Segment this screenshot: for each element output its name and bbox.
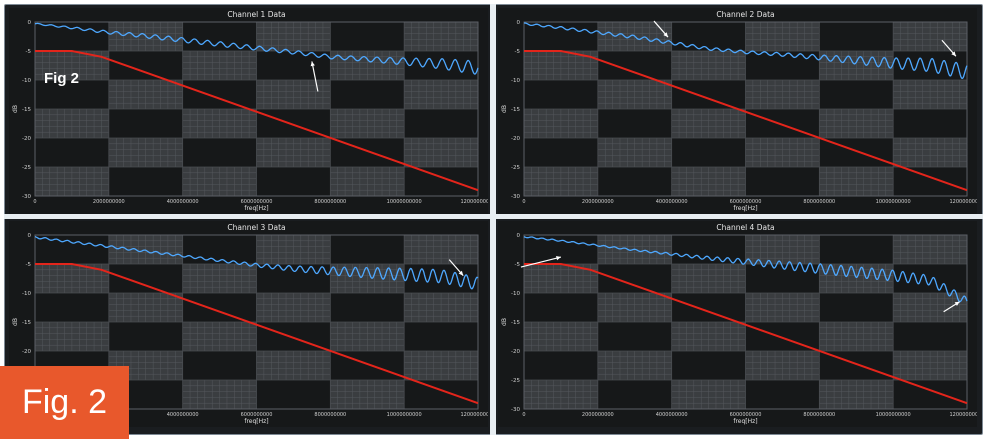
y-tick-label: 0	[517, 233, 521, 239]
x-tick-label: 4000000000	[167, 199, 199, 205]
annotation-arrow-shaft	[520, 256, 562, 268]
x-tick-label: 6000000000	[241, 199, 273, 205]
y-axis-label: dB	[501, 105, 508, 113]
channel-3-panel: Channel 3 Data0-5-10-15-20-25-3002000000…	[9, 221, 488, 427]
x-axis-label: freq[Hz]	[244, 205, 268, 212]
y-tick-label: -15	[22, 107, 31, 113]
measured-series-line	[523, 236, 968, 303]
y-axis-label: dB	[501, 318, 508, 326]
x-axis-label: freq[Hz]	[733, 418, 757, 425]
y-tick-label: -20	[22, 136, 31, 142]
x-tick-label: 4000000000	[656, 199, 688, 205]
x-tick-label: 6000000000	[730, 199, 762, 205]
y-tick-label: -20	[22, 349, 31, 355]
y-tick-label: -10	[22, 291, 31, 297]
x-tick-label: 12000000000	[950, 412, 978, 418]
x-tick-label: 2000000000	[93, 199, 125, 205]
x-tick-label: 2000000000	[582, 199, 614, 205]
plot-border	[523, 21, 968, 197]
y-tick-label: 0	[28, 233, 32, 239]
x-axis-label: freq[Hz]	[733, 205, 757, 212]
y-tick-label: -10	[22, 78, 31, 84]
y-tick-label: -5	[515, 262, 521, 268]
y-tick-label: -30	[22, 194, 31, 200]
y-tick-label: -5	[515, 49, 521, 55]
y-tick-label: 0	[28, 20, 32, 26]
x-tick-label: 10000000000	[387, 412, 422, 418]
y-tick-label: -25	[511, 378, 520, 384]
x-tick-label: 0	[522, 412, 525, 418]
fig-label-small: Fig 2	[44, 70, 80, 87]
y-tick-label: -15	[511, 320, 520, 326]
y-tick-label: -20	[511, 349, 520, 355]
annotation-arrow-head	[951, 51, 956, 57]
annotation-arrow-head	[663, 32, 668, 38]
reference-series-line	[35, 50, 479, 192]
plot-border	[34, 234, 479, 410]
reference-series-line	[524, 263, 968, 405]
x-tick-label: 4000000000	[167, 412, 199, 418]
plot-border	[34, 21, 479, 197]
annotation-arrow-head	[954, 301, 960, 306]
y-tick-label: -30	[511, 407, 520, 413]
x-tick-label: 6000000000	[241, 412, 273, 418]
y-axis-label: dB	[12, 318, 19, 326]
measured-series-line	[524, 22, 968, 80]
channel-4-panel: Channel 4 Data 0 -5 -10 -15 -20 -25 -30 0 2000000…	[498, 221, 977, 427]
x-tick-label: 8000000000	[314, 199, 346, 205]
y-tick-label: -15	[511, 107, 520, 113]
y-tick-label: -20	[511, 136, 520, 142]
y-tick-label: 0	[517, 20, 521, 26]
y-tick-label: -5	[26, 49, 32, 55]
y-tick-label: -10	[511, 291, 520, 297]
x-tick-label: 8000000000	[803, 412, 835, 418]
y-tick-label: -25	[511, 165, 520, 171]
plot-border	[523, 234, 968, 410]
y-tick-label: -15	[22, 320, 31, 326]
measured-series-line	[34, 235, 479, 290]
x-tick-label: 12000000000	[950, 199, 978, 205]
annotation-arrow-head	[310, 61, 315, 67]
reference-series-line	[524, 50, 968, 192]
x-tick-label: 10000000000	[876, 412, 911, 418]
chart-title: Channel 2 Data	[716, 10, 774, 19]
channel-1-panel: Channel 1 Data 0 -5 -10 -15 -20 -25 -30 0 2000000…	[9, 8, 488, 214]
chart-title: Channel 1 Data	[227, 10, 285, 19]
x-tick-label: 12000000000	[461, 199, 489, 205]
x-tick-label: 10000000000	[387, 199, 422, 205]
fig-badge: Fig. 2	[0, 366, 129, 439]
channel-2-panel: Channel 2 Data 0 -5 -10 -15 -20 -25 -30 0 2000000…	[498, 8, 977, 214]
x-tick-label: 6000000000	[730, 412, 762, 418]
y-tick-label: -10	[511, 78, 520, 84]
x-tick-label: 4000000000	[656, 412, 688, 418]
x-tick-label: 12000000000	[461, 412, 489, 418]
annotation-arrow-head	[458, 270, 464, 276]
y-axis-label: dB	[12, 105, 19, 113]
measured-series-line	[35, 22, 479, 75]
reference-series-line	[35, 263, 479, 405]
x-tick-label: 8000000000	[314, 412, 346, 418]
x-tick-label: 0	[33, 199, 36, 205]
chart-title: Channel 4 Data	[716, 223, 774, 232]
horizontal-divider	[4, 214, 983, 219]
annotation-arrow-shaft	[311, 61, 319, 92]
annotation-arrow-head	[556, 256, 561, 261]
y-tick-label: -5	[26, 262, 32, 268]
x-tick-label: 10000000000	[876, 199, 911, 205]
y-tick-label: -30	[511, 194, 520, 200]
x-axis-label: freq[Hz]	[244, 418, 268, 425]
chart-title: Channel 3 Data	[227, 223, 285, 232]
x-tick-label: 2000000000	[582, 412, 614, 418]
y-tick-label: -25	[22, 165, 31, 171]
vertical-divider	[490, 4, 496, 435]
x-tick-label: 8000000000	[803, 199, 835, 205]
x-tick-label: 0	[522, 199, 525, 205]
